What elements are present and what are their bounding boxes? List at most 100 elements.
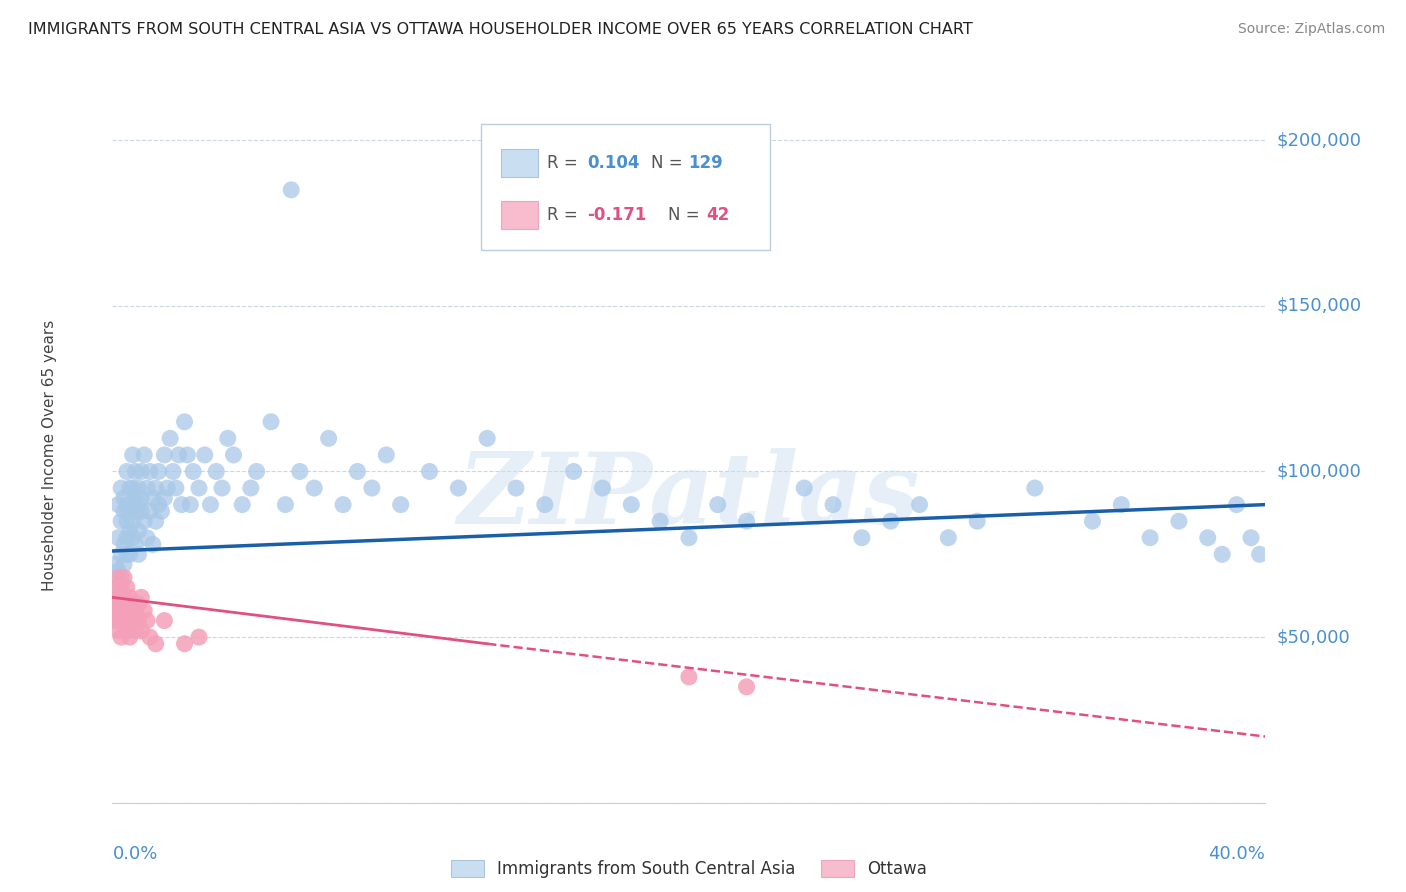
FancyBboxPatch shape	[501, 149, 538, 177]
Point	[304, 481, 326, 495]
Point	[145, 637, 167, 651]
Point	[127, 524, 149, 538]
Point	[112, 558, 135, 572]
Point	[159, 431, 181, 445]
Point	[121, 481, 143, 495]
Point	[194, 448, 217, 462]
Point	[533, 498, 555, 512]
Point	[148, 498, 170, 512]
Point	[678, 670, 700, 684]
Point	[127, 614, 149, 628]
Point	[129, 591, 153, 605]
Point	[110, 630, 132, 644]
Point	[375, 448, 398, 462]
Text: 0.104: 0.104	[588, 153, 640, 171]
Point	[129, 465, 153, 479]
Point	[173, 637, 195, 651]
Point	[562, 465, 585, 479]
Point	[115, 581, 138, 595]
Point	[936, 531, 959, 545]
Point	[188, 481, 211, 495]
Point	[121, 531, 143, 545]
Point	[1197, 531, 1219, 545]
Point	[129, 504, 153, 518]
Point	[115, 531, 138, 545]
Point	[104, 614, 127, 628]
Point	[107, 624, 129, 638]
Point	[167, 448, 190, 462]
Point	[110, 514, 132, 528]
Point	[110, 614, 132, 628]
Point	[142, 537, 165, 551]
Point	[107, 614, 129, 628]
Point	[173, 415, 195, 429]
Point	[153, 448, 176, 462]
Point	[124, 537, 146, 551]
Point	[104, 581, 127, 595]
Point	[153, 614, 176, 628]
Text: R =: R =	[547, 153, 583, 171]
Text: 0.0%: 0.0%	[112, 845, 157, 863]
Point	[1249, 547, 1271, 561]
Point	[706, 498, 728, 512]
Text: Householder Income Over 65 years: Householder Income Over 65 years	[42, 319, 56, 591]
Point	[121, 448, 143, 462]
Point	[735, 514, 758, 528]
Point	[124, 504, 146, 518]
Point	[735, 680, 758, 694]
Text: $150,000: $150,000	[1277, 297, 1361, 315]
Text: N =: N =	[668, 206, 704, 224]
Text: ZIPatlas: ZIPatlas	[458, 449, 920, 545]
Point	[136, 531, 159, 545]
Point	[150, 504, 173, 518]
Point	[115, 547, 138, 561]
Point	[124, 491, 146, 505]
Point	[104, 604, 127, 618]
Point	[121, 498, 143, 512]
Point	[880, 514, 903, 528]
Point	[260, 415, 283, 429]
Point	[360, 481, 382, 495]
Point	[118, 504, 141, 518]
Text: IMMIGRANTS FROM SOUTH CENTRAL ASIA VS OTTAWA HOUSEHOLDER INCOME OVER 65 YEARS CO: IMMIGRANTS FROM SOUTH CENTRAL ASIA VS OT…	[28, 22, 973, 37]
Point	[118, 591, 141, 605]
Point	[134, 514, 156, 528]
Point	[107, 570, 129, 584]
Point	[112, 570, 135, 584]
Point	[136, 481, 159, 495]
Text: 40.0%: 40.0%	[1209, 845, 1265, 863]
Point	[107, 531, 129, 545]
FancyBboxPatch shape	[501, 201, 538, 229]
Point	[447, 481, 470, 495]
Point	[245, 465, 267, 479]
Point	[153, 491, 176, 505]
Point	[129, 624, 153, 638]
Point	[124, 604, 146, 618]
Point	[274, 498, 297, 512]
Point	[127, 498, 149, 512]
Point	[110, 570, 132, 584]
Point	[908, 498, 931, 512]
Point	[217, 431, 239, 445]
Point	[136, 614, 159, 628]
Point	[118, 604, 141, 618]
Point	[139, 465, 162, 479]
Point	[318, 431, 340, 445]
Point	[121, 597, 143, 611]
Point	[118, 547, 141, 561]
Point	[851, 531, 873, 545]
Point	[145, 514, 167, 528]
Point	[1211, 547, 1233, 561]
Point	[505, 481, 527, 495]
Point	[1139, 531, 1161, 545]
Point	[419, 465, 441, 479]
Point	[115, 624, 138, 638]
Point	[1226, 498, 1249, 512]
Point	[793, 481, 815, 495]
Point	[110, 581, 132, 595]
Point	[107, 604, 129, 618]
Point	[121, 614, 143, 628]
Point	[239, 481, 262, 495]
Point	[170, 498, 193, 512]
Point	[821, 498, 844, 512]
